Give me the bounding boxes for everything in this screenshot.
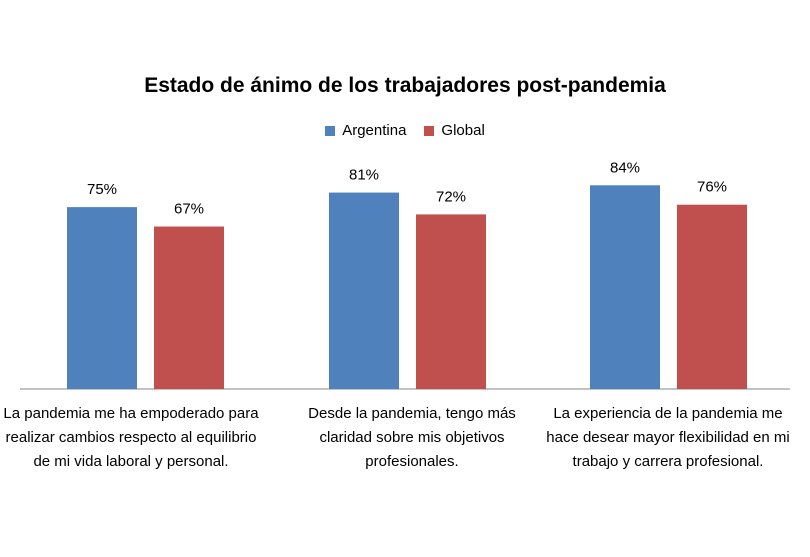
data-label-argentina-1: 75% (87, 181, 117, 198)
legend-item-global: Global (424, 122, 485, 139)
category-label-2: Desde la pandemia, tengo más claridad so… (308, 405, 516, 470)
bar-global-2 (416, 214, 486, 389)
bar-global-1 (154, 226, 224, 389)
bar-argentina-3 (590, 185, 660, 389)
data-label-global-3: 76% (697, 179, 727, 196)
legend-label-global: Global (441, 122, 485, 139)
legend-swatch-global (424, 125, 435, 136)
category-label-1: La pandemia me ha empoderado para realiz… (3, 405, 259, 470)
data-label-argentina-3: 84% (610, 159, 640, 176)
legend-item-argentina: Argentina (325, 122, 406, 139)
chart-title: Estado de ánimo de los trabajadores post… (144, 74, 666, 97)
category-label-3: La experiencia de la pandemia me hace de… (546, 405, 790, 470)
legend-swatch-argentina (325, 125, 336, 136)
data-label-global-2: 72% (436, 188, 466, 205)
legend: Argentina Global (0, 122, 810, 139)
bar-argentina-2 (329, 192, 399, 389)
legend-label-argentina: Argentina (342, 122, 407, 139)
data-label-argentina-2: 81% (349, 167, 379, 184)
data-label-global-1: 67% (174, 201, 204, 218)
bar-argentina-1 (67, 207, 137, 389)
bar-global-3 (677, 204, 747, 389)
